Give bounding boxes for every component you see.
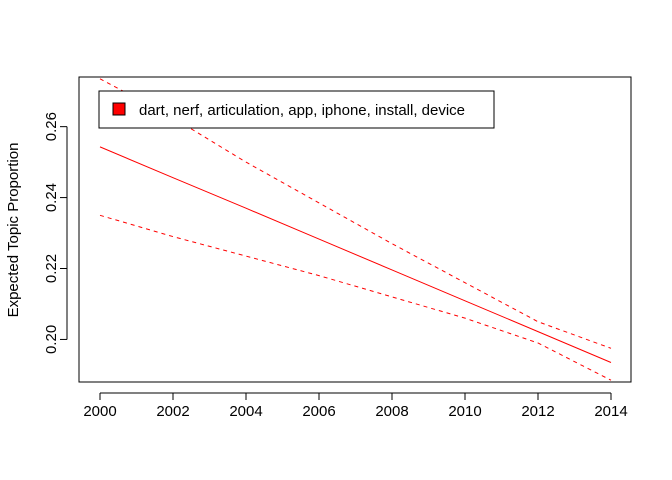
x-tick-label: 2008 <box>375 403 408 420</box>
legend-swatch <box>112 102 126 116</box>
y-tick-label: 0.26 <box>43 112 60 141</box>
x-tick-label: 2012 <box>521 403 554 420</box>
y-tick-label: 0.20 <box>43 325 60 354</box>
y-axis-label: Expected Topic Proportion <box>5 143 22 318</box>
y-axis: 0.20 0.22 0.24 0.26 <box>43 112 68 354</box>
x-tick-label: 2006 <box>302 403 335 420</box>
x-tick-label: 2014 <box>594 403 627 420</box>
x-tick-label: 2004 <box>229 403 262 420</box>
y-tick-label: 0.24 <box>43 183 60 212</box>
x-tick-label: 2002 <box>156 403 189 420</box>
legend-box <box>98 90 495 129</box>
series-line-lower-ci <box>99 214 612 381</box>
x-axis: 2000 2002 2004 2006 2008 2010 2012 2014 <box>83 392 628 420</box>
x-tick-label: 2000 <box>83 403 116 420</box>
legend: dart, nerf, articulation, app, iphone, i… <box>98 90 495 129</box>
series-line-estimate <box>99 146 612 363</box>
plot-frame <box>78 76 632 383</box>
y-tick-label: 0.22 <box>43 254 60 283</box>
legend-label: dart, nerf, articulation, app, iphone, i… <box>139 102 465 119</box>
x-tick-label: 2010 <box>448 403 481 420</box>
